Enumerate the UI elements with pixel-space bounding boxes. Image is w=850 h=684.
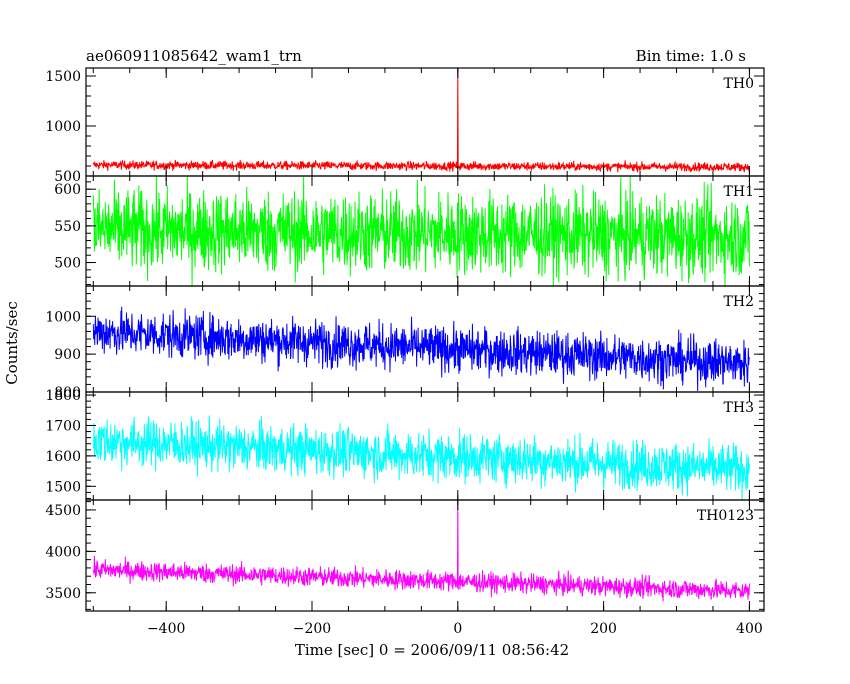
y-tick-label: 1500	[45, 69, 81, 85]
x-tick-label: 200	[590, 621, 617, 637]
y-tick-label: 600	[54, 182, 81, 198]
series-label-th0: TH0	[724, 76, 754, 92]
y-tick-label: 500	[54, 169, 81, 185]
y-tick-label: 1800	[45, 388, 81, 404]
y-tick-label: 4000	[45, 544, 81, 560]
y-tick-label: 550	[54, 219, 81, 235]
series-label-th0123: TH0123	[697, 508, 754, 524]
series-line-th1	[92, 176, 750, 286]
y-tick-label: 1000	[45, 119, 81, 135]
y-tick-label: 4500	[45, 503, 81, 519]
series-label-th2: TH2	[724, 294, 754, 310]
y-tick-label: 1500	[45, 479, 81, 495]
y-tick-label: 1700	[45, 418, 81, 434]
x-tick-label: 400	[736, 621, 763, 637]
panel-th0: 500 1000 1500 TH0	[45, 67, 765, 185]
y-axis-label: Counts/sec	[3, 301, 21, 385]
x-tick-label: −200	[293, 621, 331, 637]
panel-th3: 1500 1600 1700 1800 TH3	[45, 388, 765, 501]
panel-frame	[85, 67, 765, 177]
panel-th2: 800 900 1000 TH2	[45, 285, 765, 401]
series-label-th1: TH1	[724, 184, 754, 200]
y-tick-label: 1600	[45, 449, 81, 465]
panels-group: 500 1000 1500 TH0 500 550 600 TH1 800 900 1000 TH2 1…	[45, 67, 765, 637]
y-tick-label: 1000	[45, 309, 81, 325]
y-tick-label: 800	[54, 385, 81, 401]
x-axis-label: Time [sec] 0 = 2006/09/11 08:56:42	[295, 641, 569, 659]
series-line-th2	[92, 306, 750, 392]
x-tick-label: −400	[147, 621, 185, 637]
panel-frame	[85, 499, 765, 612]
panel-th1: 500 550 600 TH1	[54, 175, 765, 287]
chart-title-left: ae060911085642_wam1_trn	[86, 47, 302, 65]
x-tick-label: 0	[453, 621, 462, 637]
panel-th0123: 3500 4000 4500 TH0123	[45, 499, 765, 612]
chart-title-right: Bin time: 1.0 s	[636, 47, 746, 65]
y-tick-label: 3500	[45, 586, 81, 602]
series-line-th0123	[92, 500, 750, 602]
series-label-th3: TH3	[724, 400, 754, 416]
series-line-th0	[92, 68, 750, 173]
y-tick-label: 500	[54, 256, 81, 272]
y-tick-label: 900	[54, 347, 81, 363]
series-line-th3	[92, 415, 750, 500]
